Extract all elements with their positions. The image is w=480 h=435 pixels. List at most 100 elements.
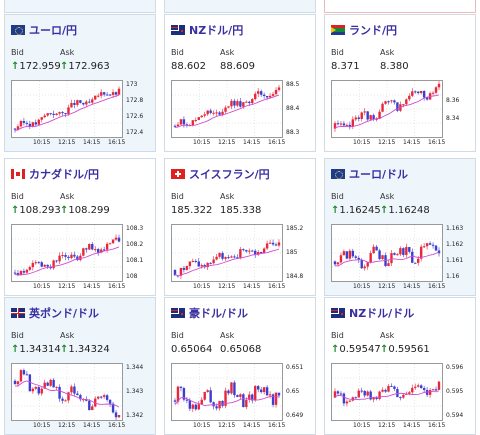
x-axis-tick-label: 12:15 (218, 139, 236, 146)
up-arrow-icon: ↑ (60, 61, 69, 72)
candle-up (102, 395, 106, 397)
currency-pair-name[interactable]: NZドル/ドル (349, 307, 415, 320)
candle-up (28, 267, 32, 270)
mini-chart[interactable]: 185.2 185 184.8 10:15 12:15 14:15 16:15 (171, 224, 311, 294)
currency-pair-name[interactable]: カナダドル/円 (29, 168, 100, 181)
candle-down (259, 252, 263, 254)
card-header[interactable]: 英ポンド/ドル (11, 305, 99, 321)
candle-down (58, 386, 61, 399)
candle-up (262, 248, 266, 253)
card-header[interactable]: NZドル/ドル (331, 305, 414, 321)
card-header[interactable]: 豪ドル/ドル (171, 305, 248, 321)
rate-card[interactable]: ユーロ/円 Bid Ask ↑172.959 ↑172.963 173 172.8 172.6… (4, 14, 156, 152)
currency-pair-name[interactable]: ユーロ/ドル (349, 168, 409, 181)
candle-up (411, 387, 414, 393)
candle-up (79, 255, 82, 261)
bid-value: 88.602 (171, 61, 206, 72)
currency-pair-name[interactable]: 英ポンド/ドル (29, 307, 100, 320)
candle-down (254, 250, 257, 255)
candle-down (73, 102, 76, 105)
candle-up (37, 119, 40, 125)
chart-plot-area[interactable] (331, 224, 443, 282)
mini-chart[interactable]: 0.651 0.65 0.649 10:15 12:15 14:15 16:15 (171, 363, 311, 433)
x-axis-tick-label: 14:15 (243, 422, 261, 429)
candle-down (351, 250, 355, 257)
y-axis-tick-label: 8.36 (446, 97, 460, 104)
chart-plot-area[interactable] (11, 363, 123, 421)
card-header[interactable]: カナダドル/円 (11, 166, 99, 182)
currency-pair-name[interactable]: スイスフラン/円 (189, 168, 270, 181)
candle-down (82, 102, 85, 105)
bid-value-row: 88.602 (171, 61, 206, 72)
card-header[interactable]: ユーロ/ドル (331, 166, 408, 182)
ask-label: Ask (60, 48, 75, 57)
bid-value-row: ↑0.59547 (331, 344, 381, 355)
card-header[interactable]: ランド/円 (331, 22, 397, 38)
candle-up (111, 92, 115, 95)
candle-down (13, 272, 17, 274)
candle-up (230, 100, 233, 107)
chart-plot-area[interactable] (331, 363, 443, 421)
card-header[interactable]: スイスフラン/円 (171, 166, 270, 182)
candlestick-chart (332, 225, 442, 281)
candle-up (191, 404, 195, 409)
rate-card[interactable]: ランド/円 Bid Ask 8.371 8.380 8.36 8.34 10:15 12:15 1… (324, 14, 476, 152)
chart-plot-area[interactable] (11, 224, 123, 282)
up-arrow-icon: ↑ (60, 205, 69, 216)
chart-plot-area[interactable] (171, 363, 283, 421)
rate-card[interactable]: NZドル/円 Bid Ask 88.602 88.609 88.5 88.4 88.3 10:1… (164, 14, 316, 152)
currency-pair-name[interactable]: 豪ドル/ドル (189, 307, 249, 320)
chart-plot-area[interactable] (331, 80, 443, 138)
candle-up (203, 391, 206, 400)
card-header[interactable]: ユーロ/円 (11, 22, 77, 38)
mini-chart[interactable]: 173 172.8 172.6 172.4 10:15 12:15 14:15 16:15 (11, 80, 151, 150)
candle-up (224, 390, 227, 406)
mini-chart[interactable]: 1.163 1.162 1.161 1.16 10:15 12:15 14:15 16:15 (331, 224, 471, 294)
candle-up (339, 123, 343, 125)
candle-down (414, 262, 417, 264)
chart-plot-area[interactable] (11, 80, 123, 138)
x-axis-tick-label: 12:15 (218, 283, 236, 290)
rate-card[interactable]: カナダドル/円 Bid Ask ↑108.293 ↑108.299 108.3 108.2 1… (4, 158, 156, 296)
rate-card[interactable]: 英ポンド/ドル Bid Ask ↑1.34314 ↑1.34324 1.344 1.343 1… (4, 297, 156, 435)
candle-up (31, 122, 35, 127)
currency-pair-name[interactable]: NZドル/円 (189, 24, 244, 37)
candle-up (117, 88, 121, 95)
candle-up (339, 255, 343, 263)
rate-card[interactable]: ユーロ/ドル Bid Ask ↑1.16245 ↑1.16248 1.163 1.162 1.… (324, 158, 476, 296)
candle-down (88, 101, 91, 103)
rate-card[interactable]: NZドル/ドル Bid Ask ↑0.59547 ↑0.59561 0.596 0.595 0… (324, 297, 476, 435)
mini-chart[interactable]: 0.596 0.595 0.594 10:15 12:15 14:15 16:15 (331, 363, 471, 433)
currency-pair-name[interactable]: ユーロ/円 (29, 24, 78, 37)
candle-up (99, 92, 103, 96)
rate-card[interactable]: 豪ドル/ドル Bid Ask 0.65064 0.65068 0.651 0.65 0.649… (164, 297, 316, 435)
mini-chart[interactable]: 1.344 1.343 1.342 10:15 12:15 14:15 16:15 (11, 363, 151, 433)
top-strip-right (324, 0, 476, 13)
candle-down (233, 382, 236, 396)
candle-up (188, 261, 192, 267)
bid-label: Bid (171, 192, 184, 201)
candle-down (209, 110, 212, 113)
mini-chart[interactable]: 108.3 108.2 108.1 108 10:15 12:15 14:15 16:15 (11, 224, 151, 294)
y-axis-tick-label: 1.344 (126, 364, 144, 371)
mini-chart[interactable]: 8.36 8.34 10:15 12:15 14:15 16:15 (331, 80, 471, 150)
candle-up (251, 99, 254, 104)
candle-up (97, 396, 100, 399)
y-axis-tick-label: 1.342 (126, 412, 144, 419)
candle-down (274, 244, 278, 246)
candle-up (55, 113, 58, 115)
rate-card[interactable]: スイスフラン/円 Bid Ask 185.322 185.338 185.2 185 184.… (164, 158, 316, 296)
card-header[interactable]: NZドル/円 (171, 22, 243, 38)
chart-plot-area[interactable] (171, 224, 283, 282)
currency-pair-name[interactable]: ランド/円 (349, 24, 398, 37)
chart-plot-area[interactable] (171, 80, 283, 138)
moving-average-line (334, 390, 440, 400)
candle-up (221, 111, 224, 115)
candle-up (257, 91, 260, 94)
mini-chart[interactable]: 88.5 88.4 88.3 10:15 12:15 14:15 16:15 (171, 80, 311, 150)
candle-up (179, 268, 183, 276)
x-axis-tick-label: 16:15 (268, 283, 286, 290)
y-axis-tick-label: 108 (126, 273, 138, 280)
y-axis-tick-label: 185.2 (286, 225, 304, 232)
candle-up (43, 382, 46, 389)
